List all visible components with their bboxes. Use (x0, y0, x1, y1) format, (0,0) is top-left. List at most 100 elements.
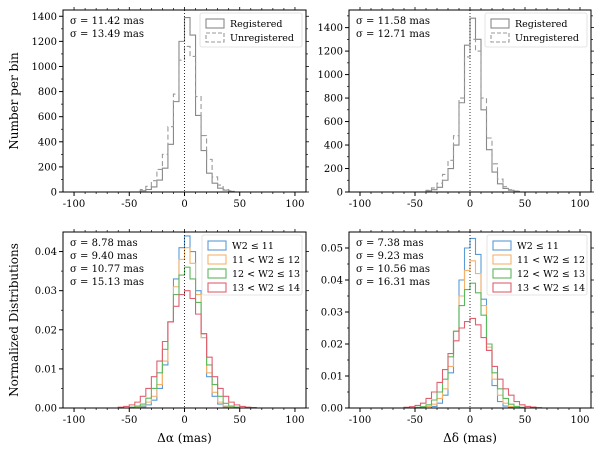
legend-label: 12 < W2 ≤ 13 (232, 269, 300, 280)
x-tick-label: -50 (407, 199, 423, 210)
legend-box (199, 12, 303, 48)
legend-swatch (207, 268, 227, 279)
sigma-annotation: σ = 13.49 mas (70, 29, 144, 40)
y-tick-label: 0.04 (35, 247, 57, 258)
x-tick-label: -50 (121, 415, 137, 426)
x-tick-label: 0 (181, 415, 187, 426)
legend-label: Unregistered (230, 33, 294, 44)
x-tick-label: 0 (467, 199, 473, 210)
y-tick-label: 1200 (32, 37, 57, 48)
legend-box (486, 234, 588, 296)
x-tick-label: 50 (519, 199, 532, 210)
y-tick-label: 0.02 (35, 325, 57, 336)
sigma-annotation: σ = 9.40 mas (70, 251, 138, 262)
chart-panel-top-right: -100 -50 0 50 1000200400600800100012001400σ … (318, 7, 594, 210)
x-tick-label: -50 (407, 415, 423, 426)
y-tick-label: 1000 (318, 70, 343, 81)
x-tick-label: -100 (63, 415, 85, 426)
x-tick-label: 100 (570, 415, 589, 426)
legend-label: 13 < W2 ≤ 14 (232, 283, 300, 294)
y-tick-label: 400 (38, 137, 57, 148)
y-tick-label: 600 (38, 112, 57, 123)
sigma-annotation: σ = 9.23 mas (356, 251, 424, 262)
legend-label: 11 < W2 ≤ 12 (517, 255, 585, 266)
legend-swatch (492, 282, 512, 293)
x-tick-label: -100 (63, 199, 85, 210)
y-tick-label: 1200 (318, 47, 343, 58)
y-tick-label: 0.03 (35, 286, 57, 297)
histogram-series-2 (404, 282, 547, 409)
x-axis-label: Δδ (mas) (443, 431, 497, 445)
y-tick-label: 0.01 (321, 372, 343, 383)
sigma-annotation: σ = 11.42 mas (70, 16, 144, 27)
y-tick-label: 800 (324, 94, 343, 105)
y-tick-label: 400 (324, 141, 343, 152)
legend-swatch (492, 254, 512, 265)
x-tick-label: 100 (285, 199, 304, 210)
y-tick-label: 200 (324, 164, 343, 175)
legend-label: W2 ≤ 11 (517, 241, 559, 252)
histogram-series-3 (403, 317, 547, 409)
y-axis-label: Normalized Distributions (7, 243, 21, 397)
y-tick-label: 800 (38, 87, 57, 98)
sigma-annotation: σ = 15.13 mas (70, 277, 144, 288)
legend-label: 12 < W2 ≤ 13 (517, 269, 585, 280)
legend-label: Registered (515, 19, 567, 30)
legend-swatch (490, 32, 510, 43)
histogram-series-1 (139, 45, 235, 192)
legend-swatch (492, 240, 512, 251)
y-tick-label: 0.01 (35, 364, 57, 375)
sigma-annotation: σ = 7.38 mas (356, 238, 424, 249)
legend-label: Registered (230, 19, 282, 30)
y-tick-label: 0.03 (321, 308, 343, 319)
y-tick-label: 1400 (32, 12, 57, 23)
histogram-series-2 (118, 266, 262, 409)
y-tick-label: 0 (337, 188, 343, 199)
legend-box (201, 234, 303, 296)
legend-label: W2 ≤ 11 (232, 241, 274, 252)
x-tick-label: -100 (349, 415, 371, 426)
histogram-series-0 (425, 17, 521, 192)
y-tick-label: 0.02 (321, 340, 343, 351)
x-tick-label: 50 (233, 199, 246, 210)
y-tick-label: 0.00 (321, 404, 343, 415)
legend-swatch (490, 18, 510, 29)
y-tick-label: 0.00 (35, 404, 57, 415)
histogram-series-1 (425, 38, 521, 192)
legend-label: 13 < W2 ≤ 14 (517, 283, 585, 294)
legend-swatch (492, 268, 512, 279)
x-tick-label: 0 (181, 199, 187, 210)
legend-swatch (205, 32, 225, 43)
chart-panel-bottom-left: -100 -50 0 50 100 0.00 0.01 0.02 0.03 0.04 Normali… (7, 229, 309, 445)
sigma-annotation: σ = 10.77 mas (70, 264, 144, 275)
x-tick-label: -100 (349, 199, 371, 210)
legend-label: 11 < W2 ≤ 12 (232, 255, 300, 266)
chart-panel-top-left: -100 -50 0 50 1000200400600800100012001400Nu… (7, 7, 309, 210)
legend-box (484, 12, 588, 48)
x-tick-label: 0 (467, 415, 473, 426)
x-axis-label: Δα (mas) (157, 431, 212, 445)
y-tick-label: 0.04 (321, 276, 343, 287)
histogram-series-0 (139, 16, 235, 192)
x-tick-label: 100 (570, 199, 589, 210)
legend-label: Unregistered (515, 33, 579, 44)
legend-swatch (207, 254, 227, 265)
y-tick-label: 200 (38, 162, 57, 173)
sigma-annotation: σ = 10.56 mas (356, 264, 430, 275)
y-tick-label: 600 (324, 117, 343, 128)
sigma-annotation: σ = 12.71 mas (356, 29, 430, 40)
chart-panel-bottom-right: -100 -50 0 50 100 0.00 0.01 0.02 0.03 0.04 0.05 Δδ … (321, 229, 594, 445)
y-tick-label: 0 (51, 188, 57, 199)
y-axis-label: Number per bin (7, 52, 21, 150)
legend-swatch (207, 282, 227, 293)
x-tick-label: 100 (285, 415, 304, 426)
x-tick-label: 50 (519, 415, 532, 426)
legend-swatch (207, 240, 227, 251)
x-tick-label: 50 (233, 415, 246, 426)
sigma-annotation: σ = 16.31 mas (356, 277, 430, 288)
sigma-annotation: σ = 8.78 mas (70, 238, 138, 249)
x-tick-label: -50 (121, 199, 137, 210)
y-tick-label: 1000 (32, 62, 57, 73)
histogram-series-0 (118, 235, 262, 409)
